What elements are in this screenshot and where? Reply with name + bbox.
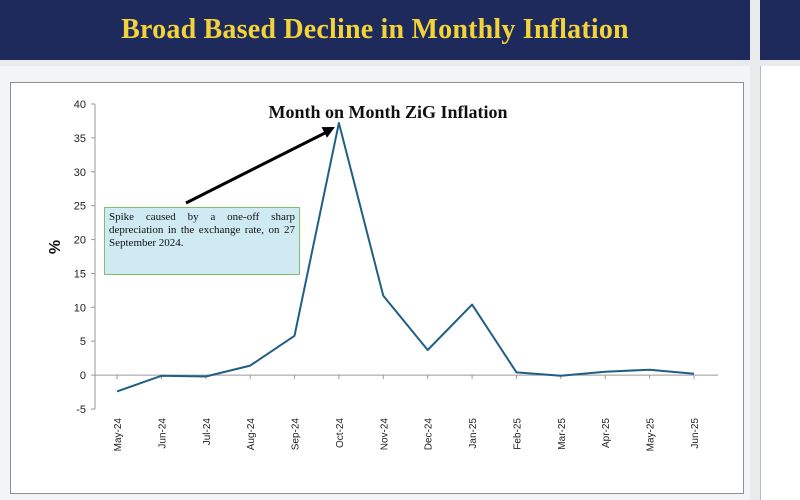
y-tick-label: 10 — [74, 302, 86, 314]
x-tick-label: Sep-24 — [291, 418, 302, 451]
x-tick-label: Jan-25 — [468, 418, 479, 449]
x-tick-label: Mar-25 — [557, 418, 568, 450]
y-tick-label: 5 — [80, 336, 86, 348]
y-tick-label: 25 — [74, 201, 86, 213]
y-tick-label: -5 — [76, 404, 86, 416]
adjacent-slide-edge — [760, 66, 800, 500]
x-tick-label: Feb-25 — [512, 418, 523, 450]
annotation-arrow-shaft — [185, 129, 330, 205]
annotation-arrow-head — [321, 126, 335, 138]
x-tick-label: Aug-24 — [246, 418, 257, 451]
x-tick-label: Nov-24 — [379, 418, 390, 451]
y-tick-label: 40 — [74, 99, 86, 111]
series-group — [116, 122, 695, 393]
x-tick-label: Jul-24 — [202, 418, 213, 446]
y-tick-label: 20 — [74, 235, 86, 247]
slide-title: Broad Based Decline in Monthly Inflation — [121, 14, 629, 45]
series-line — [116, 122, 695, 393]
title-banner: Broad Based Decline in Monthly Inflation — [0, 0, 750, 60]
x-tick-label: May-24 — [113, 418, 124, 452]
annotation-arrow — [185, 126, 335, 205]
y-axis-label: % — [47, 240, 64, 254]
y-tick-label: 15 — [74, 268, 86, 280]
y-tick-label: 0 — [80, 370, 86, 382]
adjacent-slide-banner — [760, 0, 800, 60]
chart-frame — [10, 82, 744, 494]
y-tick-label: 30 — [74, 167, 86, 179]
x-tick-label: Jun-24 — [157, 418, 168, 449]
x-tick-label: Dec-24 — [424, 418, 435, 451]
chart-axes — [94, 104, 718, 409]
y-tick-labels: -5 0 5 10 15 20 25 30 35 40 — [74, 99, 95, 416]
chart-title: Month on Month ZiG Inflation — [268, 102, 507, 122]
x-tick-label: Oct-24 — [335, 418, 346, 448]
x-tick-label: Jun-25 — [690, 418, 701, 449]
x-tick-label: May-25 — [646, 418, 657, 452]
annotation-note: Spike caused by a one-off sharp deprecia… — [104, 207, 300, 275]
x-tick-label: Apr-25 — [601, 418, 612, 448]
x-tick-labels: May-24 Jun-24 Jul-24 Aug-24 Sep-24 Oct-24 Nov-… — [113, 375, 701, 451]
y-tick-label: 35 — [74, 133, 86, 145]
